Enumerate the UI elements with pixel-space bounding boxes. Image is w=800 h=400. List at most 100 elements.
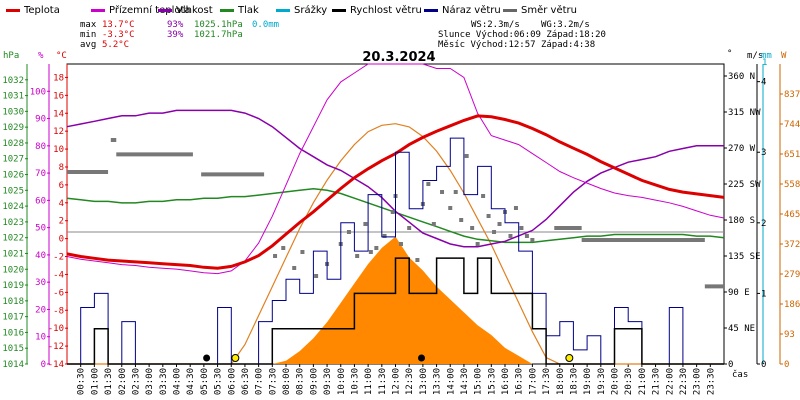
- hpa-label: 1029: [2, 123, 24, 133]
- w-label: 558: [784, 180, 800, 190]
- deg-label: 360 N: [728, 72, 755, 82]
- stat-max-press: 1025.1hPa: [194, 20, 243, 30]
- time-label: 17:00: [528, 368, 538, 395]
- time-label: 13:30: [433, 368, 443, 395]
- time-label: 19:30: [597, 368, 607, 395]
- pct-label: 60: [35, 196, 46, 206]
- stat-ws: WS:2.3m/s: [471, 20, 520, 30]
- ms-label: 1: [761, 289, 766, 299]
- hpa-label: 1032: [2, 76, 24, 86]
- pct-label: 80: [35, 142, 46, 152]
- stat-avg-label: avg: [80, 40, 96, 50]
- axis-unit-deg: °: [727, 49, 732, 59]
- temp-label: -4: [53, 270, 64, 280]
- w-label: 465: [784, 210, 800, 220]
- temp-label: 0: [59, 235, 64, 245]
- time-label: 23:30: [706, 368, 716, 395]
- ms-label: 4: [761, 78, 766, 88]
- time-label: 01:30: [104, 368, 114, 395]
- time-label: 00:30: [77, 368, 87, 395]
- pct-label: 20: [35, 305, 46, 315]
- time-label: 10:30: [350, 368, 360, 395]
- time-label: 11:00: [364, 368, 374, 395]
- pct-label: 100: [30, 87, 46, 97]
- pct-label: 50: [35, 224, 46, 234]
- legend-item-rychlost-vetru: Rychlost větru: [332, 4, 422, 16]
- wind-dir-point: [363, 222, 368, 226]
- temp-label: 16: [53, 91, 64, 101]
- wind-dir-point: [524, 234, 529, 238]
- svg-text:Tlak: Tlak: [237, 5, 259, 16]
- time-label: 04:00: [173, 368, 183, 395]
- wind-dir-point: [426, 182, 431, 186]
- legend-item-srazky: Srážky: [276, 4, 327, 16]
- wind-dir-point: [486, 214, 491, 218]
- wind-dir-point: [431, 222, 436, 226]
- moonrise-marker: [418, 354, 426, 362]
- wind-dir-point: [346, 230, 351, 234]
- temp-label: -14: [48, 360, 64, 370]
- hpa-label: 1030: [2, 107, 24, 117]
- wind-dir-point: [519, 226, 524, 230]
- temp-label: -8: [53, 306, 64, 316]
- deg-label: 90 E: [728, 288, 750, 298]
- wind-dir-point: [382, 234, 387, 238]
- temp-label: 10: [53, 145, 64, 155]
- stat-min-label: min: [80, 30, 96, 40]
- time-label: 07:00: [255, 368, 265, 395]
- time-label: 08:00: [282, 368, 292, 395]
- svg-text:Srážky: Srážky: [294, 4, 327, 16]
- axis-unit-time: čas: [732, 369, 748, 380]
- hpa-label: 1015: [2, 344, 24, 354]
- wind-dir-point: [398, 242, 403, 246]
- time-label: 14:00: [446, 368, 456, 395]
- time-label: 22:00: [665, 368, 675, 395]
- time-label: 16:30: [515, 368, 525, 395]
- time-label: 18:00: [556, 368, 566, 395]
- series-ground-temp: [66, 63, 725, 275]
- time-label: 10:00: [337, 368, 347, 395]
- time-label: 21:30: [652, 368, 662, 395]
- temp-label: -10: [48, 324, 64, 334]
- time-label: 13:00: [419, 368, 429, 395]
- sunset-marker: [565, 354, 574, 362]
- time-label: 18:30: [569, 368, 579, 395]
- legend-item-prizemni-teplota: Přízemní teplota: [91, 4, 191, 16]
- axis-unit-hpa: hPa: [3, 51, 19, 61]
- temp-label: 8: [59, 163, 64, 173]
- legend-item-tlak: Tlak: [220, 5, 259, 16]
- temp-label: 18: [53, 73, 64, 83]
- wind-dir-point: [497, 222, 502, 226]
- hpa-label: 1026: [2, 171, 24, 181]
- ms-label: 3: [761, 148, 766, 158]
- stat-wg: WG:3.2m/s: [541, 20, 590, 30]
- stat-sun: Slunce Východ:06:09 Západ:18:20: [438, 30, 606, 40]
- chart-title: 20.3.2024: [362, 50, 435, 65]
- wind-dir-point: [513, 206, 518, 210]
- time-label: 15:00: [474, 368, 484, 395]
- w-label: 837: [784, 90, 800, 100]
- wind-dir-point: [470, 226, 475, 230]
- stat-min-press: 1021.7hPa: [194, 30, 243, 40]
- time-label: 01:00: [90, 368, 100, 395]
- temp-label: 14: [53, 109, 64, 119]
- axis-unit-mm: mm: [761, 51, 772, 61]
- svg-text:Rychlost větru: Rychlost větru: [350, 4, 422, 16]
- wind-dir-point: [415, 258, 420, 262]
- wind-dir-point: [374, 246, 379, 250]
- svg-text:Teplota: Teplota: [23, 5, 60, 16]
- hpa-label: 1021: [2, 249, 24, 259]
- temp-label: 4: [59, 199, 64, 209]
- time-label: 16:00: [501, 368, 511, 395]
- stats-block: max 13.7°C 93% 1025.1hPa 0.0mm min -3.3°…: [80, 20, 606, 50]
- time-label: 02:30: [131, 368, 141, 395]
- wind-dir-point: [292, 266, 297, 270]
- hpa-label: 1019: [2, 281, 24, 291]
- axis-mm-top: 1: [762, 58, 767, 68]
- deg-label: 225 SW: [728, 180, 761, 190]
- deg-label: 45 NE: [728, 324, 755, 334]
- hpa-label: 1031: [2, 92, 24, 102]
- stat-max-label: max: [80, 20, 97, 30]
- hpa-label: 1025: [2, 186, 24, 196]
- temp-label: -2: [53, 253, 64, 263]
